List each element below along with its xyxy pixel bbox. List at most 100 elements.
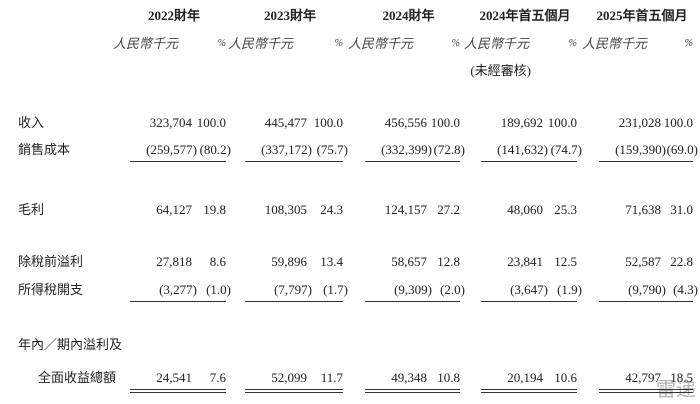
amount-cell: (141,632) [497,142,548,157]
percent-cell: (80.2) [199,142,231,157]
underline [245,389,307,393]
amount-cell: 49,348 [391,370,427,385]
underline [245,301,307,302]
period-title: 2022財年 [147,8,200,23]
underline [539,301,577,302]
percent-cell: (1.9) [557,282,582,297]
underline [422,161,460,162]
percent-cell: 22.8 [670,254,693,269]
percent-cell: 12.5 [554,254,577,269]
underline [599,389,661,393]
row-label: 收入 [18,115,45,130]
amount-unit: 人民幣千元 [227,36,293,51]
percent-cell: (74.7) [550,142,582,157]
percent-cell: (2.0) [440,282,465,297]
amount-cell: (259,577) [146,142,197,157]
amount-cell: (3,647) [510,282,548,297]
amount-cell: 231,028 [618,115,661,130]
amount-cell: 108,305 [264,202,307,217]
underline [305,161,343,162]
underline [655,161,693,162]
amount-cell: 23,841 [507,254,543,269]
underline [655,301,693,302]
percent-cell: 100.0 [547,115,577,130]
amount-cell: (3,277) [159,282,197,297]
amount-cell: (9,790) [628,282,666,297]
row-label: 年內／期內溢利及 [18,337,123,352]
note: (未經審核) [470,63,531,78]
amount-cell: 24,541 [156,370,192,385]
amount-cell: (159,390) [615,142,666,157]
percent-unit: % [684,38,693,49]
percent-cell: (72.8) [433,142,465,157]
underline [481,161,543,162]
underline [305,389,343,393]
underline [188,301,226,302]
period-title: 2024財年 [382,8,435,23]
amount-cell: 52,587 [625,254,661,269]
underline [655,389,693,393]
percent-cell: 19.8 [203,202,226,217]
percent-cell: 10.6 [554,370,577,385]
underline [599,301,661,302]
percent-cell: 8.6 [209,254,226,269]
underline [130,301,192,302]
amount-cell: 189,692 [500,115,543,130]
underline [305,301,343,302]
row-label: 毛利 [18,202,45,217]
percent-cell: 100.0 [313,115,343,130]
percent-unit: % [217,38,226,49]
amount-cell: (332,399) [381,142,432,157]
underline [130,389,192,393]
row-label: 全面收益總額 [38,370,117,385]
amount-cell: 64,127 [156,202,192,217]
amount-cell: (7,797) [274,282,312,297]
amount-cell: 323,704 [149,115,192,130]
underline [188,389,226,393]
amount-cell: 27,818 [156,254,192,269]
underline [365,389,427,393]
amount-cell: 124,157 [384,202,427,217]
percent-cell: (75.7) [316,142,348,157]
percent-cell: 100.0 [663,115,693,130]
amount-unit: 人民幣千元 [347,36,413,51]
amount-unit: 人民幣千元 [463,36,529,51]
row-label: 所得稅開支 [18,282,84,297]
percent-cell: 11.7 [320,370,343,385]
underline [365,161,427,162]
amount-cell: 42,797 [625,370,661,385]
underline [539,389,577,393]
underline [481,301,543,302]
underline [539,161,577,162]
percent-cell: 100.0 [430,115,460,130]
amount-cell: 52,099 [271,370,307,385]
amount-cell: (337,172) [261,142,312,157]
underline [481,389,543,393]
percent-cell: 18.5 [670,370,693,385]
row-label: 除稅前溢利 [18,254,84,269]
underline [188,161,226,162]
percent-cell: (4.3) [673,282,698,297]
percent-cell: 24.3 [320,202,343,217]
amount-cell: 445,477 [264,115,307,130]
percent-cell: (69.0) [666,142,698,157]
percent-cell: 27.2 [437,202,460,217]
percent-unit: % [451,38,460,49]
period-title: 2025年首五個月 [596,8,688,23]
amount-cell: (9,309) [394,282,432,297]
percent-cell: 25.3 [554,202,577,217]
amount-cell: 59,896 [271,254,307,269]
amount-cell: 58,657 [391,254,427,269]
underline [422,301,460,302]
amount-cell: 48,060 [507,202,543,217]
percent-cell: 100.0 [196,115,226,130]
period-title: 2024年首五個月 [479,8,571,23]
percent-cell: 12.8 [437,254,460,269]
amount-unit: 人民幣千元 [581,36,647,51]
period-title: 2023財年 [263,8,316,23]
percent-cell: 10.8 [437,370,460,385]
percent-unit: % [334,38,343,49]
amount-cell: 20,194 [507,370,543,385]
amount-unit: 人民幣千元 [112,36,178,51]
